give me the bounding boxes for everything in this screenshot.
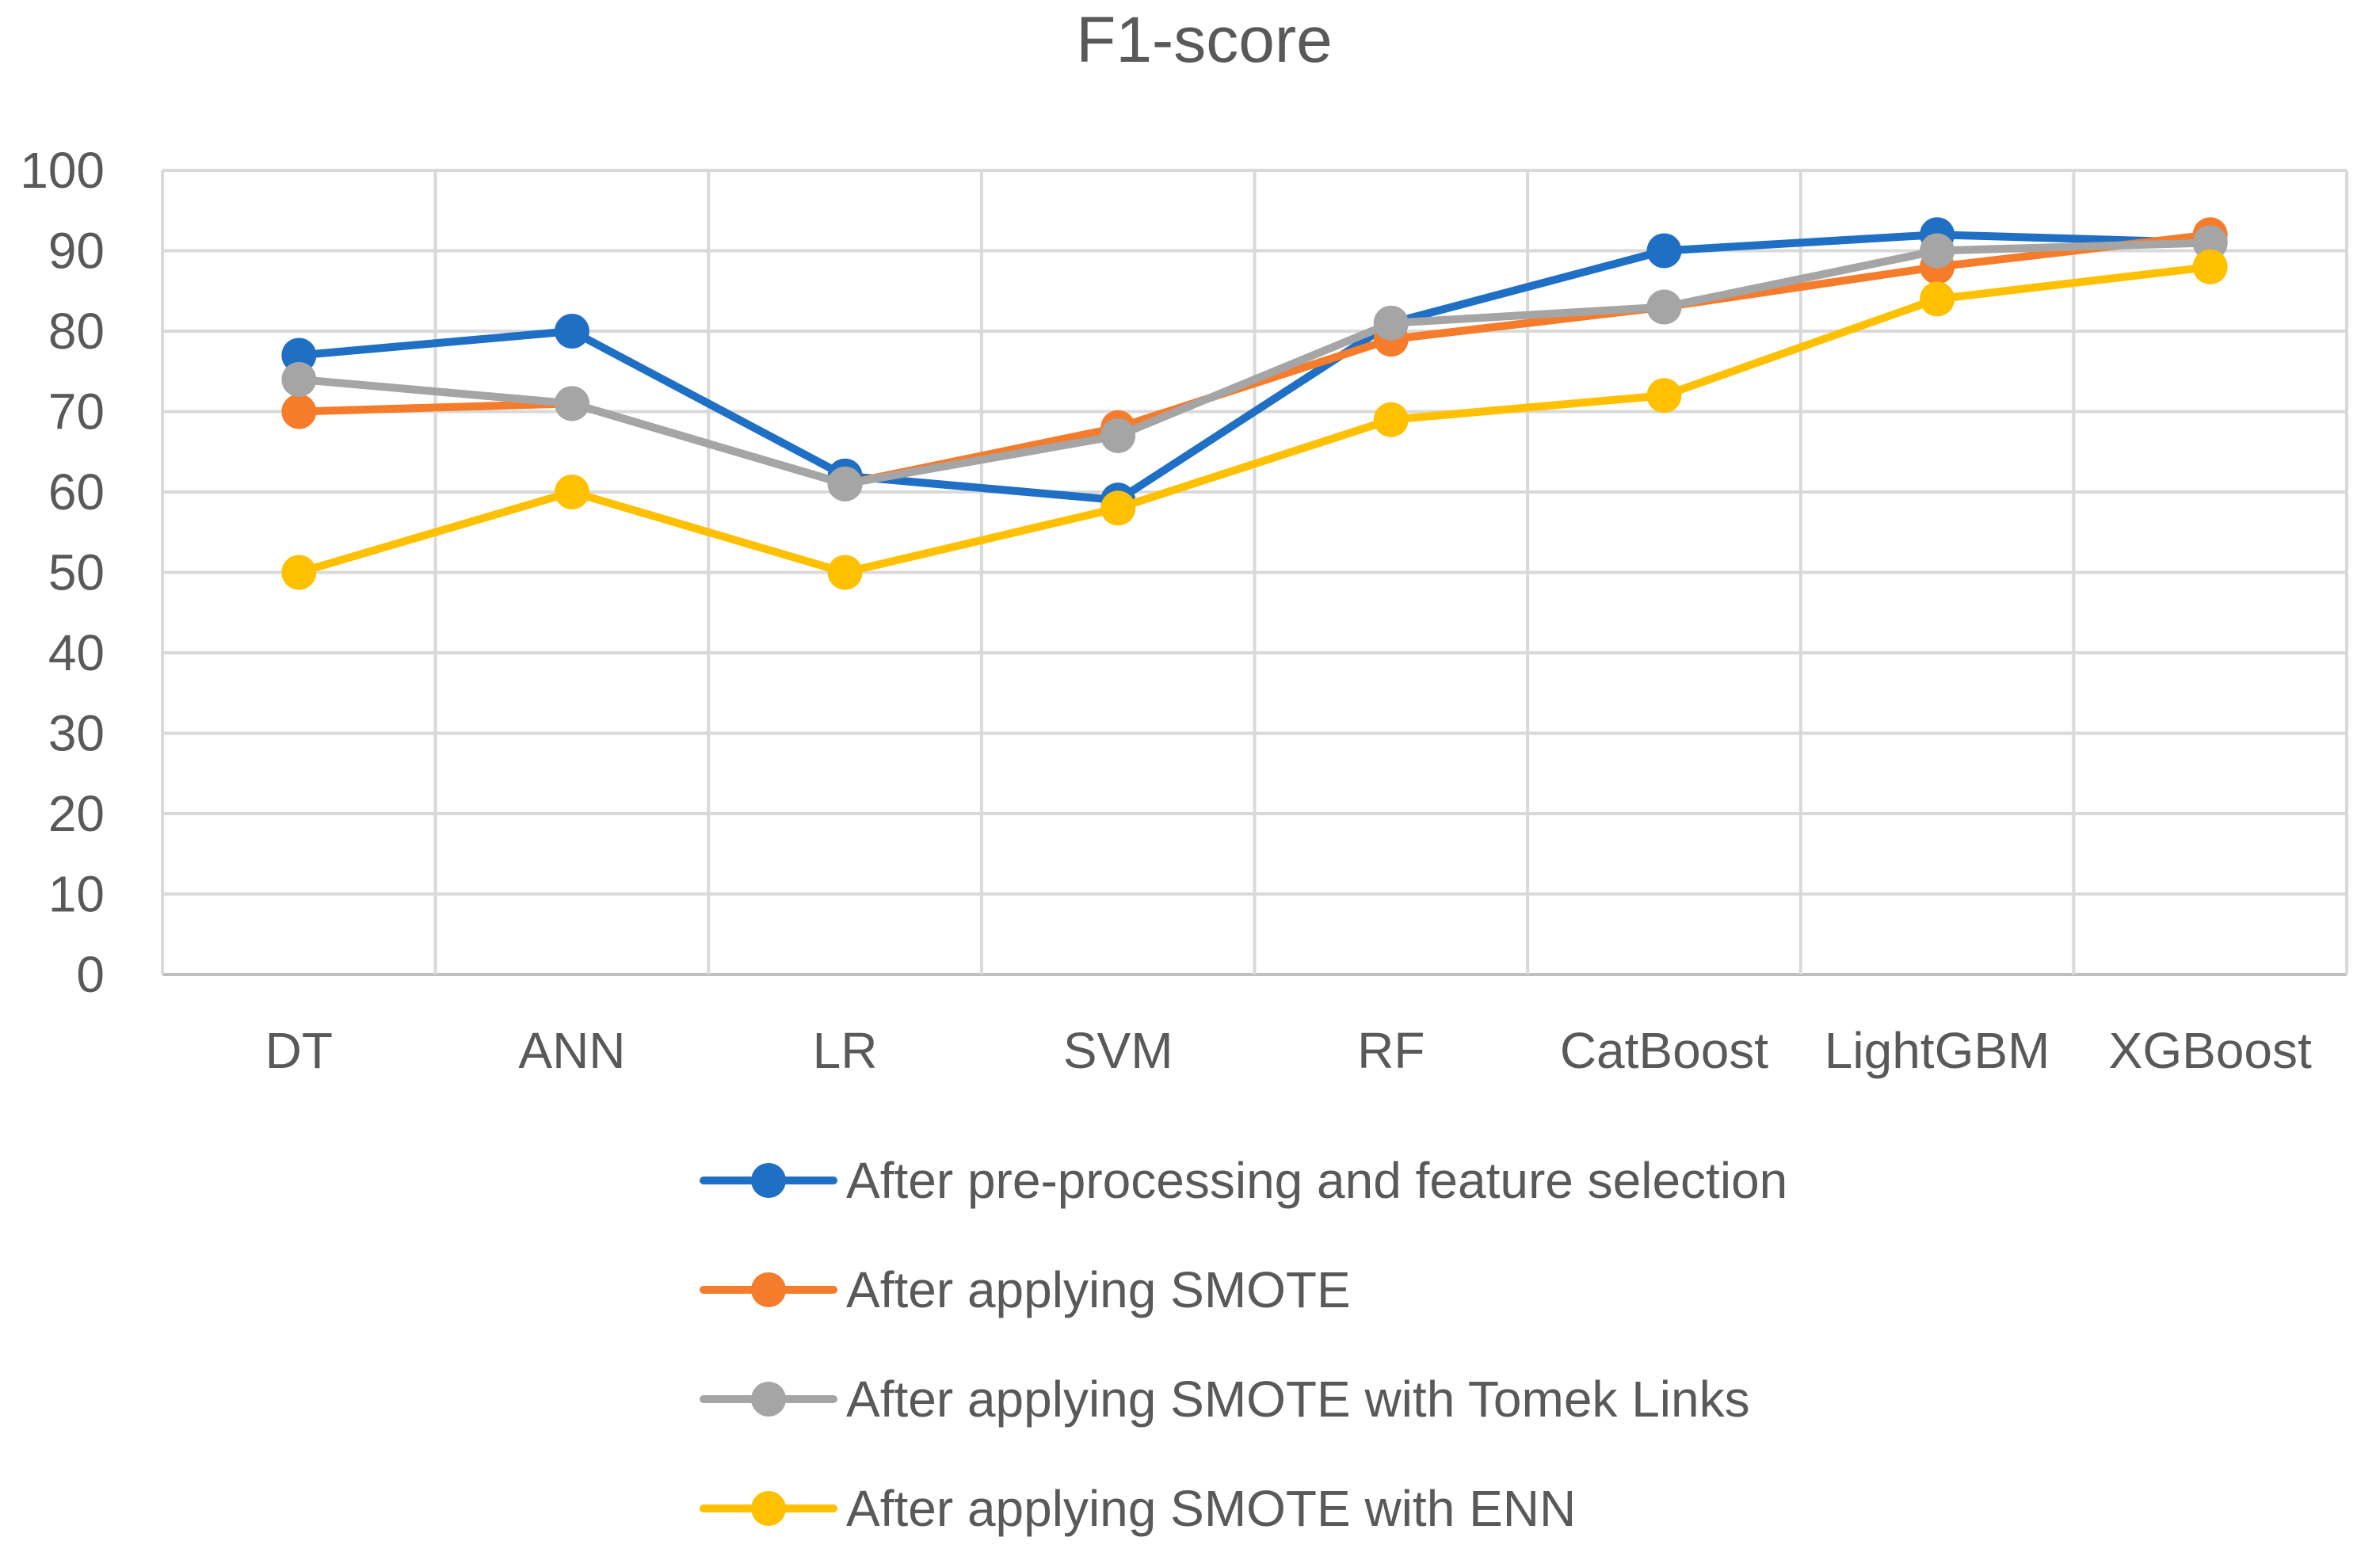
y-tick-label: 60 [48, 463, 105, 521]
series-line [295, 238, 2214, 488]
data-point [2192, 225, 2228, 261]
data-point [2192, 249, 2228, 284]
x-tick-label: LR [813, 1022, 878, 1079]
legend-swatch-marker [751, 1382, 786, 1417]
legend-swatch-marker [751, 1272, 786, 1307]
x-tick-label: RF [1357, 1022, 1425, 1079]
x-tick-label: SVM [1063, 1022, 1173, 1079]
data-point [1646, 233, 1682, 269]
legend-swatch-marker [751, 1163, 786, 1198]
data-point [281, 361, 317, 397]
data-point [281, 555, 317, 590]
x-tick-label: XGBoost [2109, 1022, 2312, 1079]
series-line [295, 231, 2214, 505]
y-tick-label: 30 [48, 705, 105, 762]
legend-label: After applying SMOTE with ENN [846, 1480, 1576, 1537]
data-point [827, 555, 863, 590]
data-point [1920, 281, 1955, 317]
data-point [1646, 289, 1682, 325]
series-group [281, 249, 2228, 590]
x-axis-ticks: DT ANN LR SVM RF CatBoost LightGBM XGBoost [265, 1022, 2312, 1079]
series-lines [281, 217, 2228, 590]
legend-item: After applying SMOTE with ENN [700, 1480, 1576, 1537]
data-point [1646, 378, 1682, 414]
x-tick-label: ANN [518, 1022, 625, 1079]
legend-item: After applying SMOTE with Tomek Links [700, 1371, 1750, 1428]
x-tick-label: CatBoost [1560, 1022, 1768, 1079]
legend-label: After applying SMOTE [846, 1261, 1351, 1318]
data-point [554, 314, 589, 349]
data-point [281, 394, 317, 429]
data-point [1373, 305, 1409, 341]
legend-swatch-marker [751, 1491, 786, 1526]
x-tick-label: DT [265, 1022, 333, 1079]
data-point [1920, 233, 1955, 269]
legend-label: After applying SMOTE with Tomek Links [846, 1371, 1750, 1428]
data-point [1100, 490, 1136, 526]
y-tick-label: 50 [48, 544, 105, 601]
y-tick-label: 20 [48, 785, 105, 842]
series-group [281, 225, 2228, 502]
legend-item: After applying SMOTE [700, 1261, 1351, 1318]
y-tick-label: 10 [48, 866, 105, 923]
data-point [554, 475, 589, 509]
y-axis-ticks: 0 10 20 30 40 50 60 70 80 90 100 [20, 142, 105, 1003]
legend-label: After pre-processing and feature selecti… [846, 1152, 1787, 1209]
data-point [1373, 402, 1409, 437]
y-tick-label: 70 [48, 383, 105, 440]
legend-item: After pre-processing and feature selecti… [700, 1152, 1787, 1209]
data-point [1100, 418, 1136, 453]
x-tick-label: LightGBM [1825, 1022, 2050, 1079]
y-tick-label: 0 [76, 946, 105, 1003]
y-tick-label: 40 [48, 624, 105, 681]
data-point [827, 466, 863, 502]
y-tick-label: 90 [48, 223, 105, 280]
chart-title: F1-score [1076, 4, 1333, 76]
data-point [281, 338, 317, 373]
series-line [295, 262, 2214, 577]
data-point [554, 386, 589, 421]
legend: After pre-processing and feature selecti… [700, 1152, 1787, 1537]
y-tick-label: 100 [20, 142, 105, 199]
y-tick-label: 80 [48, 303, 105, 360]
